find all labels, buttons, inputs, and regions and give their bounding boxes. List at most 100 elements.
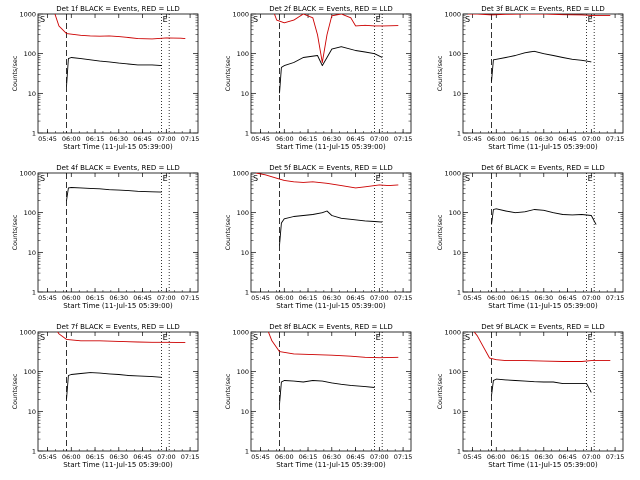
- x-tick-label: 06:30: [322, 135, 341, 143]
- x-tick-label: 05:45: [38, 135, 57, 143]
- series-line-events: [491, 50, 592, 82]
- data-layer: [273, 14, 399, 133]
- x-tick-label: 06:30: [534, 453, 553, 461]
- x-tick-label: 07:15: [394, 453, 413, 461]
- panel-title: Det 7f BLACK = Events, RED = LLD: [56, 323, 179, 331]
- x-tick-label: 06:30: [109, 453, 128, 461]
- y-axis-label: Counts/sec: [436, 373, 444, 409]
- y-tick-label: 1000: [232, 329, 249, 337]
- series-line-events: [66, 372, 162, 400]
- x-tick-label: 06:00: [275, 135, 294, 143]
- panel-det-7: Det 7f BLACK = Events, RED = LLD 1 10 100 10…: [11, 323, 199, 469]
- x-tick-label: 06:15: [511, 294, 530, 302]
- plot-frame: [37, 13, 199, 134]
- start-marker-label: S: [253, 333, 258, 342]
- panel-det-2: Det 2f BLACK = Events, RED = LLD 1 10 100 10…: [224, 5, 412, 151]
- x-tick-label: 06:30: [322, 453, 341, 461]
- y-tick-label: 1: [32, 130, 36, 138]
- y-axis-label: Counts/sec: [11, 373, 19, 409]
- start-marker-label: S: [40, 333, 45, 342]
- x-tick-label: 05:45: [463, 453, 482, 461]
- x-tick-label: 07:15: [606, 294, 625, 302]
- x-tick-label: 06:45: [133, 294, 152, 302]
- start-marker-label: S: [465, 333, 470, 342]
- panel-det-6: Det 6f BLACK = Events, RED = LLD 1 10 100 10…: [436, 164, 624, 310]
- panel-det-3: Det 3f BLACK = Events, RED = LLD 1 10 100 10…: [436, 5, 624, 151]
- panel-det-1: Det 1f BLACK = Events, RED = LLD 1 10 100 10…: [11, 5, 199, 151]
- panel-det-5: Det 5f BLACK = Events, RED = LLD 1 10 100 10…: [224, 164, 412, 310]
- data-layer: [267, 332, 399, 451]
- y-tick-label: 10: [28, 249, 36, 257]
- y-axis-label: Counts/sec: [224, 214, 232, 250]
- x-tick-label: 06:45: [346, 453, 365, 461]
- x-tick-label: 05:45: [463, 135, 482, 143]
- end-marker-label: E: [163, 174, 168, 183]
- x-tick-label: 07:00: [370, 135, 389, 143]
- series-line-lld: [467, 14, 611, 16]
- y-tick-label: 1000: [444, 11, 461, 19]
- start-marker-label: S: [465, 15, 470, 24]
- panel-title: Det 8f BLACK = Events, RED = LLD: [269, 323, 392, 331]
- x-tick-label: 07:00: [157, 135, 176, 143]
- plot-frame: [37, 331, 199, 452]
- series-line-events: [491, 378, 592, 396]
- panel-det-8: Det 8f BLACK = Events, RED = LLD 1 10 100 10…: [224, 323, 412, 469]
- y-tick-label: 1000: [232, 170, 249, 178]
- end-marker-label: E: [376, 174, 381, 183]
- y-tick-label: 100: [24, 368, 36, 376]
- series-line-lld: [273, 14, 399, 63]
- x-tick-label: 06:45: [558, 135, 577, 143]
- x-tick-label: 05:45: [38, 453, 57, 461]
- series-line-lld: [473, 332, 611, 362]
- x-tick-label: 07:00: [582, 294, 601, 302]
- start-marker-label: S: [465, 174, 470, 183]
- x-tick-label: 06:00: [62, 294, 81, 302]
- y-tick-label: 10: [28, 90, 36, 98]
- plot-frame: [462, 331, 624, 452]
- y-tick-label: 1: [457, 448, 461, 456]
- x-tick-label: 06:15: [86, 294, 105, 302]
- x-tick-label: 06:15: [511, 135, 530, 143]
- x-tick-label: 06:00: [275, 294, 294, 302]
- x-tick-label: 06:00: [275, 453, 294, 461]
- panel-title: Det 4f BLACK = Events, RED = LLD: [56, 164, 179, 172]
- plot-frame: [462, 172, 624, 293]
- start-marker-label: S: [40, 15, 45, 24]
- y-tick-label: 10: [453, 249, 461, 257]
- start-marker-label: S: [253, 174, 258, 183]
- y-tick-label: 1: [245, 448, 249, 456]
- x-tick-label: 06:15: [299, 135, 318, 143]
- series-line-events: [279, 46, 383, 94]
- x-tick-label: 05:45: [251, 453, 270, 461]
- x-tick-label: 07:15: [181, 135, 200, 143]
- x-tick-label: 05:45: [251, 294, 270, 302]
- y-tick-label: 100: [24, 209, 36, 217]
- x-tick-label: 06:00: [487, 453, 506, 461]
- x-tick-label: 06:00: [487, 294, 506, 302]
- panel-det-4: Det 4f BLACK = Events, RED = LLD 1 10 100 10…: [11, 164, 199, 310]
- data-layer: [467, 14, 611, 133]
- x-tick-label: 06:15: [511, 453, 530, 461]
- x-tick-label: 06:15: [86, 135, 105, 143]
- plot-frame: [37, 172, 199, 293]
- y-tick-label: 1000: [19, 329, 36, 337]
- y-tick-label: 1: [457, 130, 461, 138]
- end-marker-label: E: [588, 333, 593, 342]
- x-tick-label: 06:15: [86, 453, 105, 461]
- start-marker-label: S: [40, 174, 45, 183]
- plot-frame: [250, 13, 412, 134]
- x-axis-label: Start Time (11-Jul-15 05:39:00): [63, 143, 173, 151]
- x-tick-label: 07:15: [181, 453, 200, 461]
- x-tick-label: 06:45: [346, 135, 365, 143]
- series-line-events: [66, 57, 162, 87]
- x-tick-label: 06:00: [487, 135, 506, 143]
- data-layer: [473, 332, 611, 451]
- y-tick-label: 1000: [232, 11, 249, 19]
- panel-title: Det 3f BLACK = Events, RED = LLD: [481, 5, 604, 13]
- y-tick-label: 1: [457, 289, 461, 297]
- panel-det-9: Det 9f BLACK = Events, RED = LLD 1 10 100 10…: [436, 323, 624, 469]
- y-axis-label: Counts/sec: [224, 55, 232, 91]
- x-tick-label: 06:45: [558, 294, 577, 302]
- data-layer: [66, 173, 170, 292]
- y-axis-label: Counts/sec: [11, 214, 19, 250]
